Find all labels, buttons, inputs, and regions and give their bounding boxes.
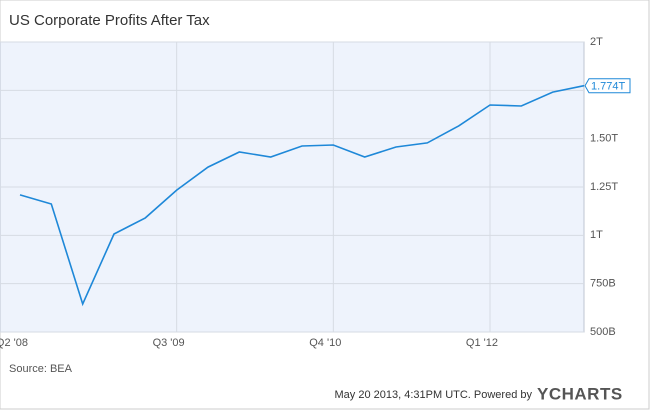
logo[interactable]: YCHARTS — [537, 384, 623, 403]
x-tick-label: Q1 '12 — [466, 337, 498, 349]
x-tick-label: Q3 '09 — [153, 337, 185, 349]
y-tick-label: 500B — [590, 326, 616, 338]
timestamp: May 20 2013, 4:31PM UTC. Powered by — [335, 389, 533, 401]
line — [19, 84, 585, 307]
y-tick-label: 2T — [590, 36, 603, 48]
x-tick-label: Q4 '10 — [309, 337, 341, 349]
y-tick-label: 1.50T — [590, 133, 618, 145]
value-label-box — [584, 78, 631, 94]
y-tick-label: 1T — [590, 229, 603, 241]
chart-title: US Corporate Profits After Tax — [9, 12, 210, 29]
y-tick-label: 750B — [590, 278, 616, 290]
y-tick-label: 1.25T — [590, 181, 618, 193]
source: Source: BEA — [9, 363, 73, 375]
x-tick-label: Q2 '08 — [0, 337, 28, 349]
value-label: 1.774T — [591, 81, 626, 93]
